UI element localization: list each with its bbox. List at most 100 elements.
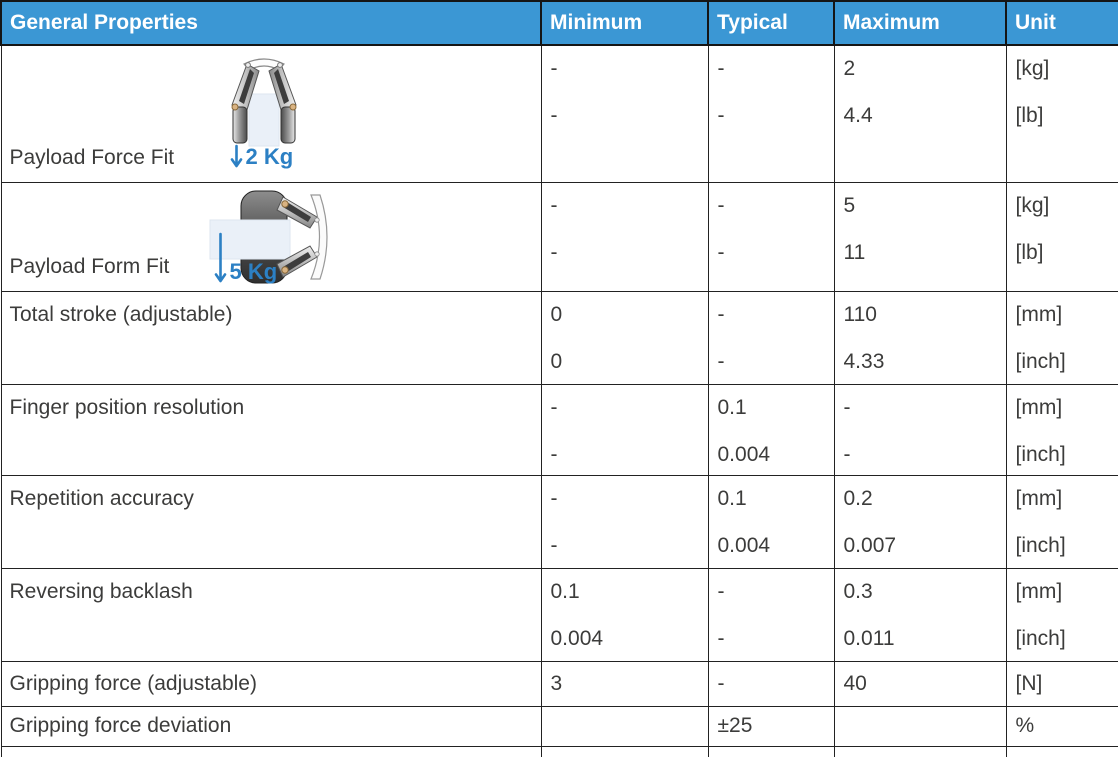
- typical-value: -: [717, 349, 725, 373]
- table-header-row: General Properties Minimum Typical Maxim…: [0, 0, 1118, 46]
- table-row-total-stroke: Total stroke (adjustable) 0 0 - - 110 4.…: [0, 290, 1118, 385]
- typical-value: -: [717, 579, 725, 603]
- typical-cell: [707, 745, 835, 757]
- col-header-minimum: Minimum: [540, 0, 709, 46]
- maximum-value: 40: [843, 671, 867, 695]
- maximum-value: 0.3: [843, 579, 873, 603]
- unit-cell: [1005, 745, 1118, 757]
- maximum-value: 0.2: [843, 486, 873, 510]
- maximum-cell: 0.2 0.007: [833, 474, 1007, 569]
- property-cell: 2 Kg Payload Force Fit: [0, 44, 542, 183]
- minimum-value: -: [550, 442, 558, 466]
- typical-cell: 0.1 0.004: [707, 474, 835, 569]
- property-cell: Gripping force deviation: [0, 705, 542, 747]
- maximum-value: 0.007: [843, 533, 897, 557]
- maximum-value: 0.011: [843, 626, 895, 650]
- maximum-value: 5: [843, 193, 856, 217]
- property-cell: Total stroke (adjustable): [0, 290, 542, 385]
- property-cell: Reversing backlash: [0, 567, 542, 662]
- typical-value: -: [717, 240, 725, 264]
- table-row-payload-form-fit: 5 Kg Payload Form Fit - - - - 5 11 [kg] …: [0, 181, 1118, 292]
- typical-cell: - -: [707, 567, 835, 662]
- unit-cell: [kg] [lb]: [1005, 181, 1118, 292]
- typical-value: 0.1: [717, 486, 747, 510]
- property-cell: [0, 745, 542, 757]
- property-label: Finger position resolution: [9, 395, 245, 419]
- maximum-cell: - -: [833, 383, 1007, 476]
- maximum-value: -: [843, 442, 851, 466]
- minimum-value: -: [550, 193, 558, 217]
- maximum-cell: 5 11: [833, 181, 1007, 292]
- minimum-value: -: [550, 533, 558, 557]
- typical-cell: -: [707, 660, 835, 707]
- unit-value: [kg]: [1015, 57, 1050, 80]
- property-cell: Finger position resolution: [0, 383, 542, 476]
- minimum-cell: 0.1 0.004: [540, 567, 709, 662]
- property-label: Repetition accuracy: [9, 486, 194, 510]
- payload-badge-label: 5 Kg: [229, 258, 278, 284]
- maximum-cell: 40: [833, 660, 1007, 707]
- table-row-reversing-backlash: Reversing backlash 0.1 0.004 - - 0.3 0.0…: [0, 567, 1118, 662]
- typical-value: -: [717, 302, 725, 326]
- force-fit-gripper-image: [230, 58, 297, 147]
- minimum-cell: - -: [540, 474, 709, 569]
- maximum-value: 2: [843, 57, 856, 80]
- unit-value: [inch]: [1015, 349, 1066, 373]
- maximum-cell: [833, 745, 1007, 757]
- unit-value: [mm]: [1015, 302, 1063, 326]
- maximum-value: 4.4: [843, 104, 873, 127]
- unit-value: [kg]: [1015, 193, 1050, 217]
- minimum-cell: 0 0: [540, 290, 709, 385]
- minimum-value: 0: [550, 302, 563, 326]
- minimum-value: 0.1: [550, 579, 580, 603]
- maximum-value: 4.33: [843, 349, 885, 373]
- down-arrow-icon: [214, 232, 226, 282]
- unit-cell: [kg] [lb]: [1005, 44, 1118, 183]
- table-row-partial: [0, 745, 1118, 757]
- minimum-cell: - -: [540, 181, 709, 292]
- down-arrow-icon: [230, 144, 242, 167]
- minimum-cell: 3: [540, 660, 709, 707]
- property-label: Payload Force Fit: [9, 145, 175, 169]
- unit-value: %: [1015, 713, 1035, 737]
- typical-cell: - -: [707, 181, 835, 292]
- typical-value: -: [717, 104, 725, 127]
- typical-cell: - -: [707, 44, 835, 183]
- unit-value: [inch]: [1015, 533, 1066, 557]
- property-cell: 5 Kg Payload Form Fit: [0, 181, 542, 292]
- minimum-cell: [540, 705, 709, 747]
- unit-cell: [mm] [inch]: [1005, 567, 1118, 662]
- col-header-property: General Properties: [0, 0, 542, 46]
- typical-value: -: [717, 193, 725, 217]
- unit-value: [inch]: [1015, 626, 1066, 650]
- unit-value: [mm]: [1015, 395, 1063, 419]
- minimum-value: 3: [550, 671, 563, 695]
- minimum-value: -: [550, 57, 558, 80]
- unit-value: [mm]: [1015, 579, 1063, 603]
- unit-cell: [N]: [1005, 660, 1118, 707]
- minimum-cell: - -: [540, 44, 709, 183]
- payload-force-fit-badge: 2 Kg: [230, 143, 294, 169]
- maximum-value: -: [843, 395, 851, 419]
- form-fit-gripper-image: [209, 190, 328, 283]
- maximum-cell: 2 4.4: [833, 44, 1007, 183]
- maximum-value: 110: [843, 302, 877, 326]
- table-row-gripping-force: Gripping force (adjustable) 3 - 40 [N]: [0, 660, 1118, 707]
- property-label: Reversing backlash: [9, 579, 193, 603]
- unit-value: [mm]: [1015, 486, 1063, 510]
- payload-badge-label: 2 Kg: [245, 143, 294, 169]
- unit-cell: %: [1005, 705, 1118, 747]
- minimum-value: -: [550, 395, 558, 419]
- property-label: Gripping force (adjustable): [9, 671, 257, 695]
- table-row-repetition-accuracy: Repetition accuracy - - 0.1 0.004 0.2 0.…: [0, 474, 1118, 569]
- minimum-cell: - -: [540, 383, 709, 476]
- property-label: Gripping force deviation: [9, 713, 232, 737]
- col-header-unit: Unit: [1005, 0, 1118, 46]
- maximum-value: 11: [843, 240, 866, 264]
- col-header-typical: Typical: [707, 0, 835, 46]
- unit-value: [lb]: [1015, 104, 1044, 127]
- typical-value: -: [717, 57, 725, 80]
- unit-cell: [mm] [inch]: [1005, 474, 1118, 569]
- typical-cell: 0.1 0.004: [707, 383, 835, 476]
